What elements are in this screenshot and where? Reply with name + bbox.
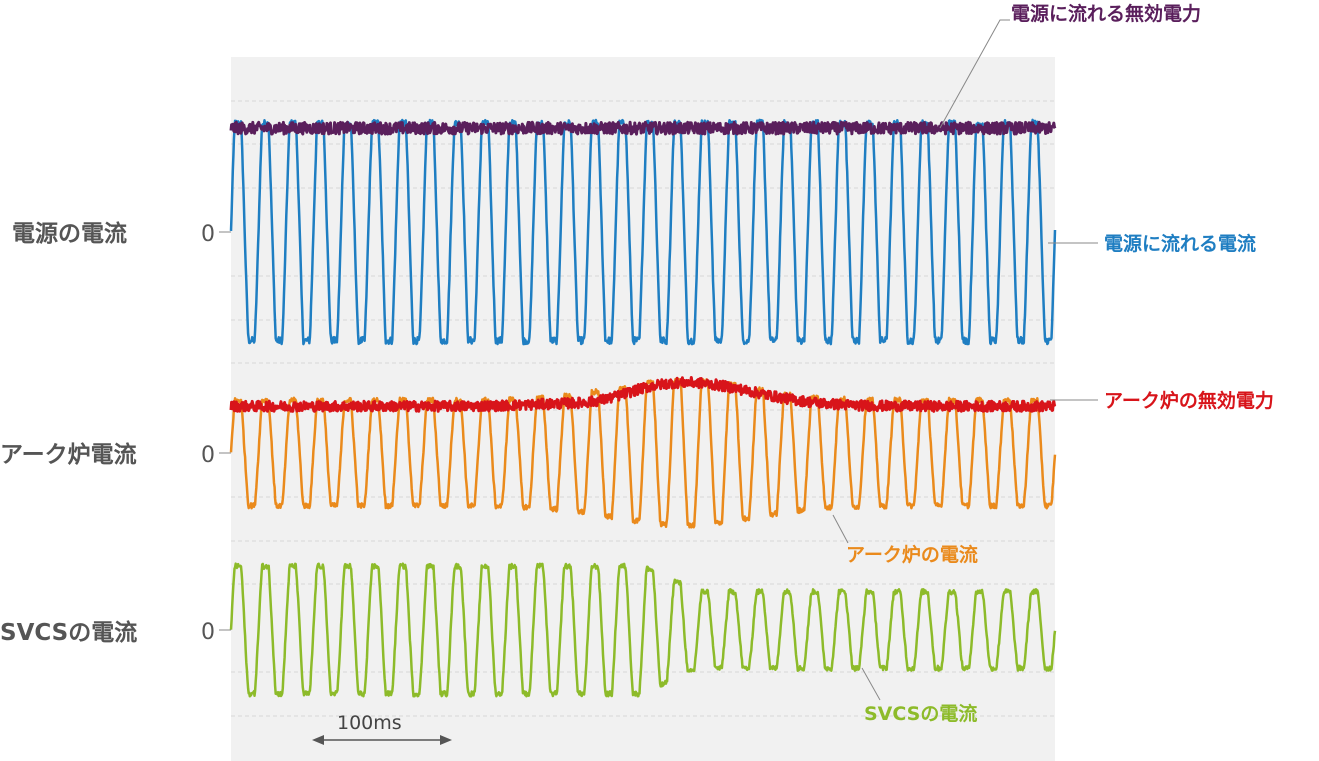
legend-arc-reactive-power: アーク炉の無効電力 [1104, 389, 1274, 412]
scale-bar-arrow-right [440, 735, 452, 745]
legend-arc-current: アーク炉の電流 [846, 543, 978, 566]
scale-bar-arrow-left [312, 735, 324, 745]
series-line [229, 120, 1057, 136]
scale-bar-label: 100ms [337, 712, 402, 734]
row-label-svcs-current: SVCSの電流 [0, 619, 137, 646]
zero-tick-label-svcs: 0 [201, 620, 215, 645]
series-line [229, 118, 1057, 346]
callout-line-arc-current [832, 514, 849, 544]
legend-svcs-current: SVCSの電流 [864, 702, 977, 725]
zero-tick-label-arc: 0 [201, 443, 215, 468]
zero-tick-label-source: 0 [201, 222, 215, 247]
traces [229, 118, 1057, 698]
series-line [229, 377, 1057, 529]
scale-bar: 100ms [312, 712, 452, 745]
series-line [229, 376, 1057, 413]
legend-source-reactive-power: 電源に流れる無効電力 [1011, 2, 1201, 25]
row-label-arc-current: アーク炉電流 [0, 441, 137, 468]
callout-line-svcs-current [861, 667, 881, 701]
callout-line-source-reactive [939, 19, 1010, 129]
series-line [229, 562, 1057, 698]
legend-source-current: 電源に流れる電流 [1104, 232, 1256, 255]
row-label-source-current: 電源の電流 [12, 220, 127, 247]
